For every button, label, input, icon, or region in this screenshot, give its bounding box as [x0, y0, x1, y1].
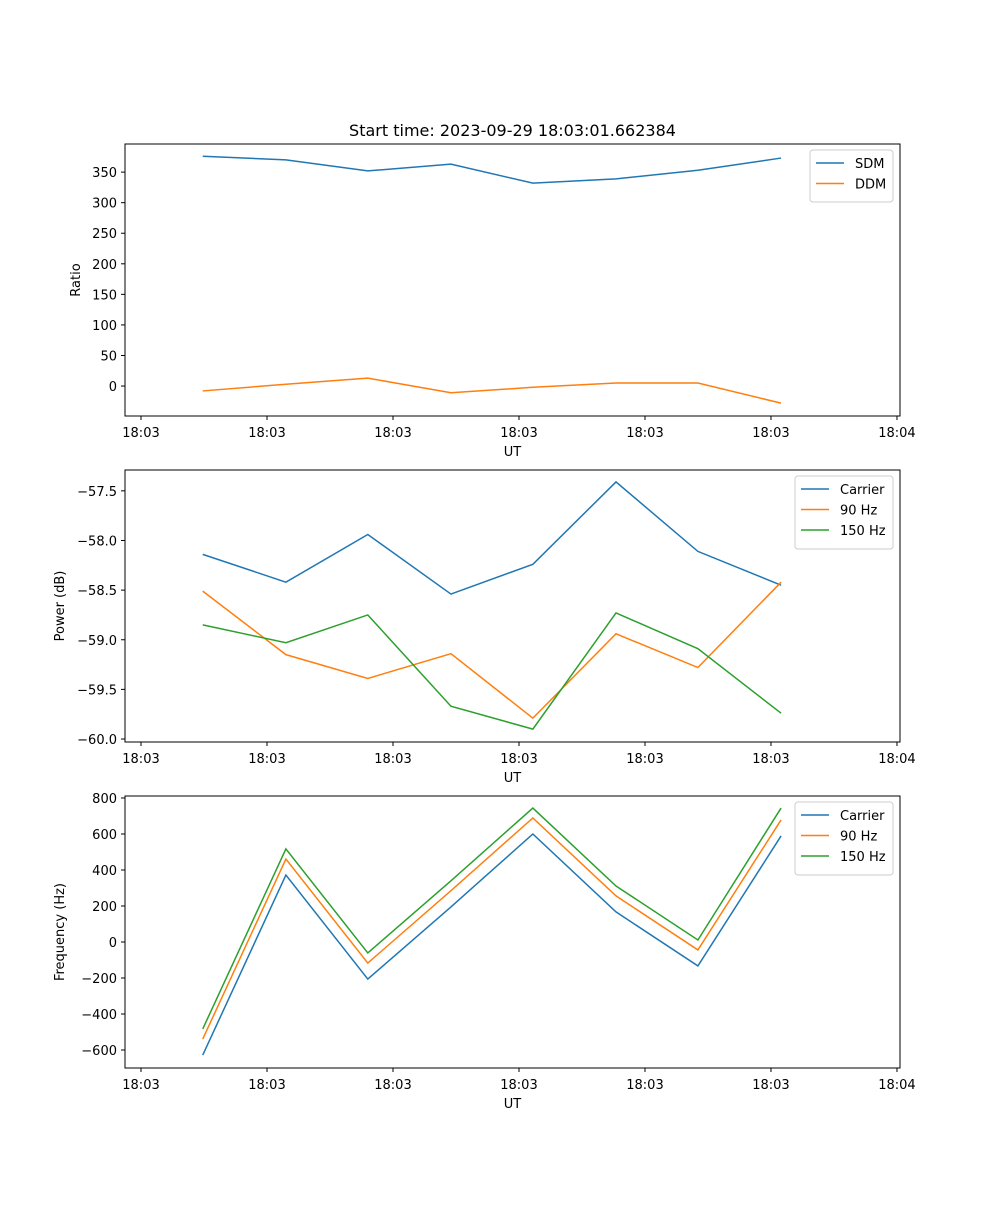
- y-tick-label: −400: [81, 1008, 117, 1023]
- subplot-2: 18:03 18:03 18:03 18:03 18:03 18:03 18:04 −60.0…: [53, 470, 916, 786]
- y-tick-label: 300: [92, 197, 117, 212]
- y-axis-label: Power (dB): [53, 571, 68, 642]
- legend-label: DDM: [855, 178, 886, 193]
- y-tick-label: 0: [109, 380, 117, 395]
- y-tick-label: −58.0: [77, 534, 117, 549]
- x-tick-label: 18:03: [374, 426, 411, 441]
- subplot-1: Start time: 2023-09-29 18:03:01.662384 18…: [69, 121, 916, 460]
- x-tick-label: 18:03: [500, 1078, 537, 1093]
- y-axis-label: Ratio: [69, 263, 84, 296]
- x-tick-label: 18:03: [752, 426, 789, 441]
- legend: Carrier 90 Hz 150 Hz: [795, 476, 893, 549]
- x-tick-label: 18:03: [248, 426, 285, 441]
- y-axis-label: Frequency (Hz): [53, 883, 68, 981]
- y-tick-label: 0: [109, 936, 117, 951]
- series-line-90-hz: [203, 582, 781, 718]
- x-axis-label: UT: [504, 1097, 522, 1112]
- x-tick-label: 18:03: [374, 752, 411, 767]
- x-tick-label: 18:03: [122, 752, 159, 767]
- x-tick-label: 18:03: [626, 426, 663, 441]
- x-tick-label: 18:04: [878, 1078, 915, 1093]
- x-axis-label: UT: [504, 771, 522, 786]
- y-tick-label: −57.5: [77, 485, 117, 500]
- y-tick-label: 400: [92, 864, 117, 879]
- legend-label: 90 Hz: [840, 830, 877, 845]
- series-line-150-hz: [203, 808, 781, 1029]
- x-tick-label: 18:03: [752, 752, 789, 767]
- x-tick-label: 18:03: [248, 752, 285, 767]
- y-tick-label: 600: [92, 828, 117, 843]
- y-tick-label: 350: [92, 166, 117, 181]
- x-tick-label: 18:03: [122, 426, 159, 441]
- x-tick-label: 18:03: [500, 752, 537, 767]
- y-tick-label: 200: [92, 900, 117, 915]
- x-tick-label: 18:03: [248, 1078, 285, 1093]
- x-tick-label: 18:03: [626, 1078, 663, 1093]
- y-tick-label: −59.0: [77, 634, 117, 649]
- y-tick-label: 100: [92, 319, 117, 334]
- series-line-150-hz: [203, 613, 781, 729]
- y-tick-label: 150: [92, 288, 117, 303]
- x-tick-label: 18:04: [878, 426, 915, 441]
- legend-label: Carrier: [840, 809, 885, 824]
- x-axis-label: UT: [504, 445, 522, 460]
- y-tick-label: 250: [92, 227, 117, 242]
- subplot-3: 18:03 18:03 18:03 18:03 18:03 18:03 18:04 −600 −…: [53, 792, 916, 1112]
- chart-title: Start time: 2023-09-29 18:03:01.662384: [349, 121, 676, 140]
- y-tick-label: 800: [92, 792, 117, 807]
- series-line-sdm: [203, 156, 781, 183]
- y-tick-label: −200: [81, 972, 117, 987]
- x-tick-label: 18:03: [752, 1078, 789, 1093]
- x-tick-label: 18:03: [374, 1078, 411, 1093]
- legend-label: 90 Hz: [840, 504, 877, 519]
- x-tick-label: 18:03: [626, 752, 663, 767]
- legend: Carrier 90 Hz 150 Hz: [795, 802, 893, 875]
- legend-label: 150 Hz: [840, 850, 886, 865]
- y-tick-label: 50: [100, 349, 117, 364]
- x-tick-label: 18:03: [122, 1078, 159, 1093]
- y-tick-label: −60.0: [77, 733, 117, 748]
- y-tick-label: 200: [92, 258, 117, 273]
- x-tick-label: 18:04: [878, 752, 915, 767]
- legend: SDM DDM: [810, 150, 893, 202]
- y-tick-label: −58.5: [77, 584, 117, 599]
- series-line-carrier: [203, 482, 781, 594]
- legend-label: SDM: [855, 157, 884, 172]
- legend-label: 150 Hz: [840, 524, 886, 539]
- legend-label: Carrier: [840, 483, 885, 498]
- axes-frame: [125, 144, 900, 416]
- series-line-ddm: [203, 378, 781, 403]
- series-line-90-hz: [203, 818, 781, 1039]
- y-tick-label: −600: [81, 1044, 117, 1059]
- series-line-carrier: [203, 834, 781, 1055]
- x-tick-label: 18:03: [500, 426, 537, 441]
- y-tick-label: −59.5: [77, 683, 117, 698]
